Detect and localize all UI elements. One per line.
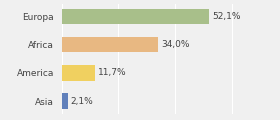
Bar: [62, 9, 209, 24]
Bar: [62, 37, 158, 52]
Text: 34,0%: 34,0%: [161, 40, 189, 49]
Bar: [62, 65, 95, 81]
Text: 2,1%: 2,1%: [70, 97, 93, 106]
Bar: [62, 93, 67, 109]
Text: 52,1%: 52,1%: [212, 12, 241, 21]
Text: 11,7%: 11,7%: [98, 68, 126, 77]
